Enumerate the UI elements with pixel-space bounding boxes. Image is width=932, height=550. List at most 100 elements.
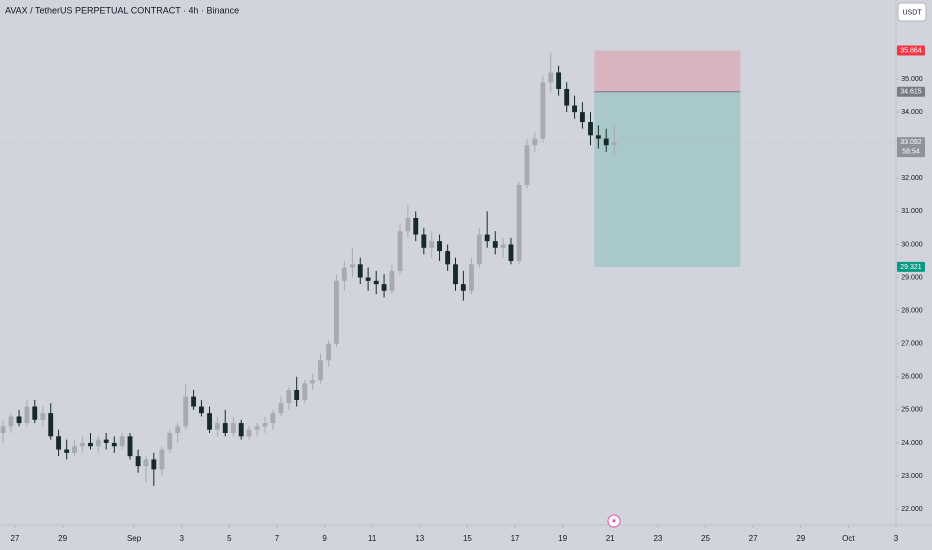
x-tick-label: 29 bbox=[58, 534, 67, 543]
candle-body bbox=[357, 264, 363, 278]
candle-body bbox=[111, 442, 117, 447]
x-tick-label: 15 bbox=[463, 534, 472, 543]
candle-body bbox=[286, 390, 292, 404]
event-marker[interactable] bbox=[607, 514, 621, 528]
candle-body bbox=[214, 423, 220, 430]
x-tick-label: 29 bbox=[796, 534, 805, 543]
candle-body bbox=[183, 396, 189, 427]
y-tick-label: 31.000 bbox=[901, 208, 923, 215]
candle-body bbox=[326, 343, 332, 361]
candle-body bbox=[524, 145, 530, 185]
candle-body bbox=[222, 423, 228, 434]
y-tick-label: 23.000 bbox=[901, 473, 923, 480]
candle-body bbox=[278, 403, 284, 414]
x-tick-label: 25 bbox=[701, 534, 710, 543]
candle-body bbox=[365, 277, 371, 281]
last-price-countdown: 58:54 bbox=[902, 149, 920, 156]
x-tick-label: 17 bbox=[511, 534, 520, 543]
candle-body bbox=[24, 406, 30, 424]
x-tick-label: 3 bbox=[179, 534, 184, 543]
candle-body bbox=[151, 459, 157, 470]
candle-body bbox=[516, 184, 522, 261]
y-tick-label: 29.000 bbox=[901, 274, 923, 281]
candle-body bbox=[254, 426, 260, 430]
candle-body bbox=[135, 456, 141, 467]
candle-body bbox=[318, 360, 323, 381]
candle-body bbox=[56, 436, 62, 450]
entry-tag bbox=[897, 86, 925, 97]
candle-body bbox=[127, 436, 133, 457]
entry-tag-label: 34.615 bbox=[900, 89, 922, 96]
candle-body bbox=[453, 264, 458, 285]
candle-body bbox=[405, 217, 411, 232]
candle-body bbox=[476, 234, 482, 265]
candle-body bbox=[207, 413, 212, 430]
candle-body bbox=[310, 380, 316, 384]
candle-body bbox=[611, 142, 617, 146]
stop-tag bbox=[897, 45, 925, 56]
candle-body bbox=[381, 284, 387, 291]
candle-body bbox=[556, 72, 562, 89]
candle-body bbox=[469, 264, 474, 291]
x-tick-label: 27 bbox=[749, 534, 758, 543]
y-tick-label: 25.000 bbox=[901, 407, 923, 414]
candle-body bbox=[199, 406, 204, 414]
x-tick-label: Sep bbox=[127, 534, 142, 543]
x-tick-label: 23 bbox=[653, 534, 662, 543]
candle-body bbox=[437, 241, 442, 252]
y-tick-label: 32.000 bbox=[901, 175, 923, 182]
candle-body bbox=[500, 244, 506, 248]
candle-body bbox=[588, 122, 593, 136]
candle-body bbox=[119, 436, 125, 447]
y-tick-label: 24.000 bbox=[901, 440, 923, 447]
candle-body bbox=[167, 433, 173, 450]
candle-body bbox=[79, 442, 85, 447]
candle-body bbox=[429, 241, 435, 248]
candle-body bbox=[421, 234, 427, 248]
candle-body bbox=[95, 439, 101, 447]
x-tick-label: 21 bbox=[606, 534, 615, 543]
candle-body bbox=[460, 284, 466, 291]
candle-body bbox=[397, 231, 403, 271]
candle-body bbox=[564, 88, 570, 106]
candle-body bbox=[230, 423, 236, 434]
candle-body bbox=[484, 234, 490, 242]
candle-body bbox=[64, 449, 70, 453]
y-tick-label: 34.000 bbox=[901, 109, 923, 116]
y-tick-label: 27.000 bbox=[901, 341, 923, 348]
candle-body bbox=[389, 270, 395, 291]
x-tick-label: 19 bbox=[558, 534, 567, 543]
chart-title: AVAX / TetherUS PERPETUAL CONTRACT · 4h … bbox=[5, 5, 239, 15]
candle-body bbox=[191, 396, 197, 407]
x-tick-label: 27 bbox=[11, 534, 20, 543]
y-tick-label: 35.000 bbox=[901, 76, 923, 83]
x-tick-label: 5 bbox=[227, 534, 232, 543]
candle-body bbox=[238, 423, 244, 437]
candle-body bbox=[373, 280, 379, 285]
currency-label[interactable]: USDT bbox=[902, 9, 922, 16]
candle-body bbox=[270, 413, 276, 424]
candle-body bbox=[508, 244, 514, 261]
candle-body bbox=[72, 446, 77, 453]
candle-body bbox=[175, 426, 181, 434]
candle-body bbox=[246, 429, 252, 437]
candle-body bbox=[294, 390, 300, 400]
event-bolt[interactable] bbox=[612, 516, 616, 526]
plot-area bbox=[0, 50, 896, 486]
candle-body bbox=[302, 383, 308, 400]
candle-body bbox=[48, 413, 54, 437]
x-tick-label: 13 bbox=[415, 534, 424, 543]
candle-body bbox=[603, 138, 609, 146]
candle-body bbox=[8, 416, 14, 427]
x-tick-label: 11 bbox=[368, 534, 377, 543]
candle-body bbox=[492, 241, 498, 248]
candle-body bbox=[445, 251, 451, 265]
candle-body bbox=[532, 138, 538, 146]
x-tick-label: 7 bbox=[275, 534, 280, 543]
target-tag-label: 29.321 bbox=[900, 264, 922, 271]
candle-body bbox=[262, 423, 268, 427]
currency-button[interactable] bbox=[897, 2, 927, 22]
stop-zone bbox=[594, 50, 741, 92]
candle-body bbox=[349, 264, 355, 268]
